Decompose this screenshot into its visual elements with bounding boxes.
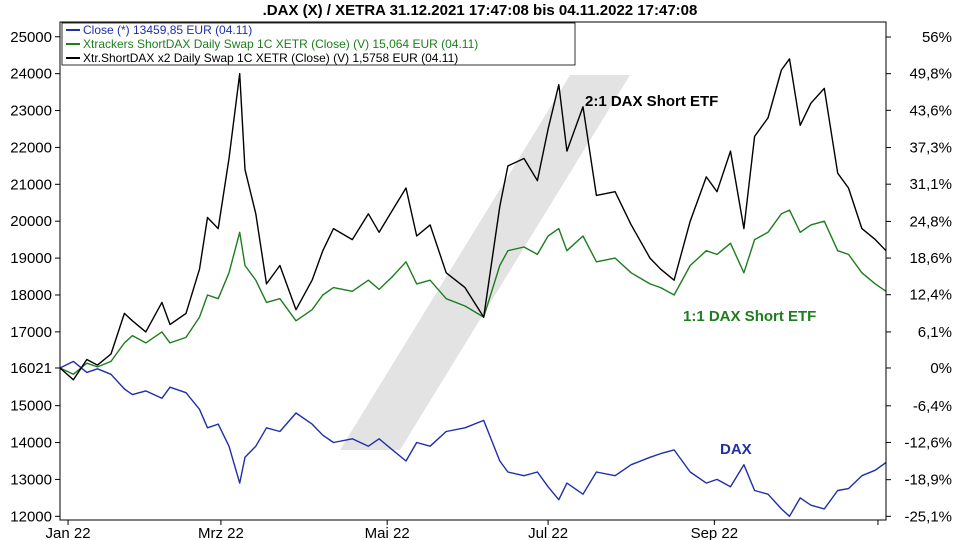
y-left-tick-label: 18000: [10, 287, 52, 304]
y-right-tick-label: 37,3%: [909, 140, 952, 157]
y-left-tick-label: 21000: [10, 176, 52, 193]
series-layer: [59, 58, 887, 517]
y-left-tick-label: 23000: [10, 103, 52, 120]
series-line-dax: [59, 360, 887, 517]
y-right-tick-label: 18,6%: [909, 250, 952, 267]
y-left-tick-label: 19000: [10, 250, 52, 267]
y-right-tick-label: 56%: [922, 29, 952, 46]
annotation-2x-short: 2:1 DAX Short ETF: [585, 93, 718, 110]
x-tick-label: Jan 22: [46, 525, 91, 540]
y-right-tick-label: 43,6%: [909, 102, 952, 119]
x-tick-label: Sep 22: [691, 525, 739, 540]
y-right-tick-label: -12,6%: [904, 434, 952, 451]
series-line-short-1x: [59, 209, 887, 375]
y-left-tick-label: 22000: [10, 139, 52, 156]
y-left-tick-label: 17000: [10, 324, 52, 341]
plot-frame: [59, 21, 887, 521]
y-right-tick-label: 31,1%: [909, 176, 952, 193]
legend-label-short-2x: Xtr.ShortDAX x2 Daily Swap 1C XETR (Clos…: [83, 51, 458, 65]
annotation-dax: DAX: [720, 441, 752, 458]
y-right-tick-label: 12,4%: [909, 287, 952, 304]
legend-label-dax: Close (*) 13459,85 EUR (04.11): [83, 23, 252, 37]
x-tick-label: Jul 22: [528, 525, 568, 540]
y-right-tick-label: -18,9%: [904, 472, 952, 489]
y-left-tick-label: 16021: [10, 360, 52, 377]
y-right-tick-label: -25,1%: [904, 508, 952, 525]
y-left-tick-label: 13000: [10, 471, 52, 488]
y-left-tick-label: 20000: [10, 213, 52, 230]
legend-label-short-1x: Xtrackers ShortDAX Daily Swap 1C XETR (C…: [83, 37, 478, 51]
y-right-tick-label: -6,4%: [913, 398, 952, 415]
chart-title: .DAX (X) / XETRA 31.12.2021 17:47:08 bis…: [263, 2, 698, 19]
y-left-tick-label: 12000: [10, 508, 52, 525]
y-left-tick-label: 25000: [10, 29, 52, 46]
y-left-tick-label: 14000: [10, 435, 52, 452]
annotation-1x-short: 1:1 DAX Short ETF: [683, 308, 816, 325]
legend-box: [61, 22, 576, 66]
y-right-tick-label: 24,8%: [909, 213, 952, 230]
x-tick-label: Mrz 22: [198, 525, 244, 540]
axes-layer: 12000 13000 14000 15000 16021 17000 18000 19000…: [10, 29, 952, 540]
x-tick-label: Mai 22: [365, 525, 410, 540]
y-right-tick-label: 0%: [930, 360, 952, 377]
legend: Close (*) 13459,85 EUR (04.11) Xtrackers…: [61, 22, 576, 66]
y-right-tick-label: 6,1%: [918, 324, 952, 341]
series-line-short-2x: [59, 58, 887, 381]
y-left-tick-label: 24000: [10, 66, 52, 83]
y-left-tick-label: 15000: [10, 398, 52, 415]
y-right-tick-label: 49,8%: [909, 66, 952, 83]
watermark-stripe: [340, 75, 630, 450]
